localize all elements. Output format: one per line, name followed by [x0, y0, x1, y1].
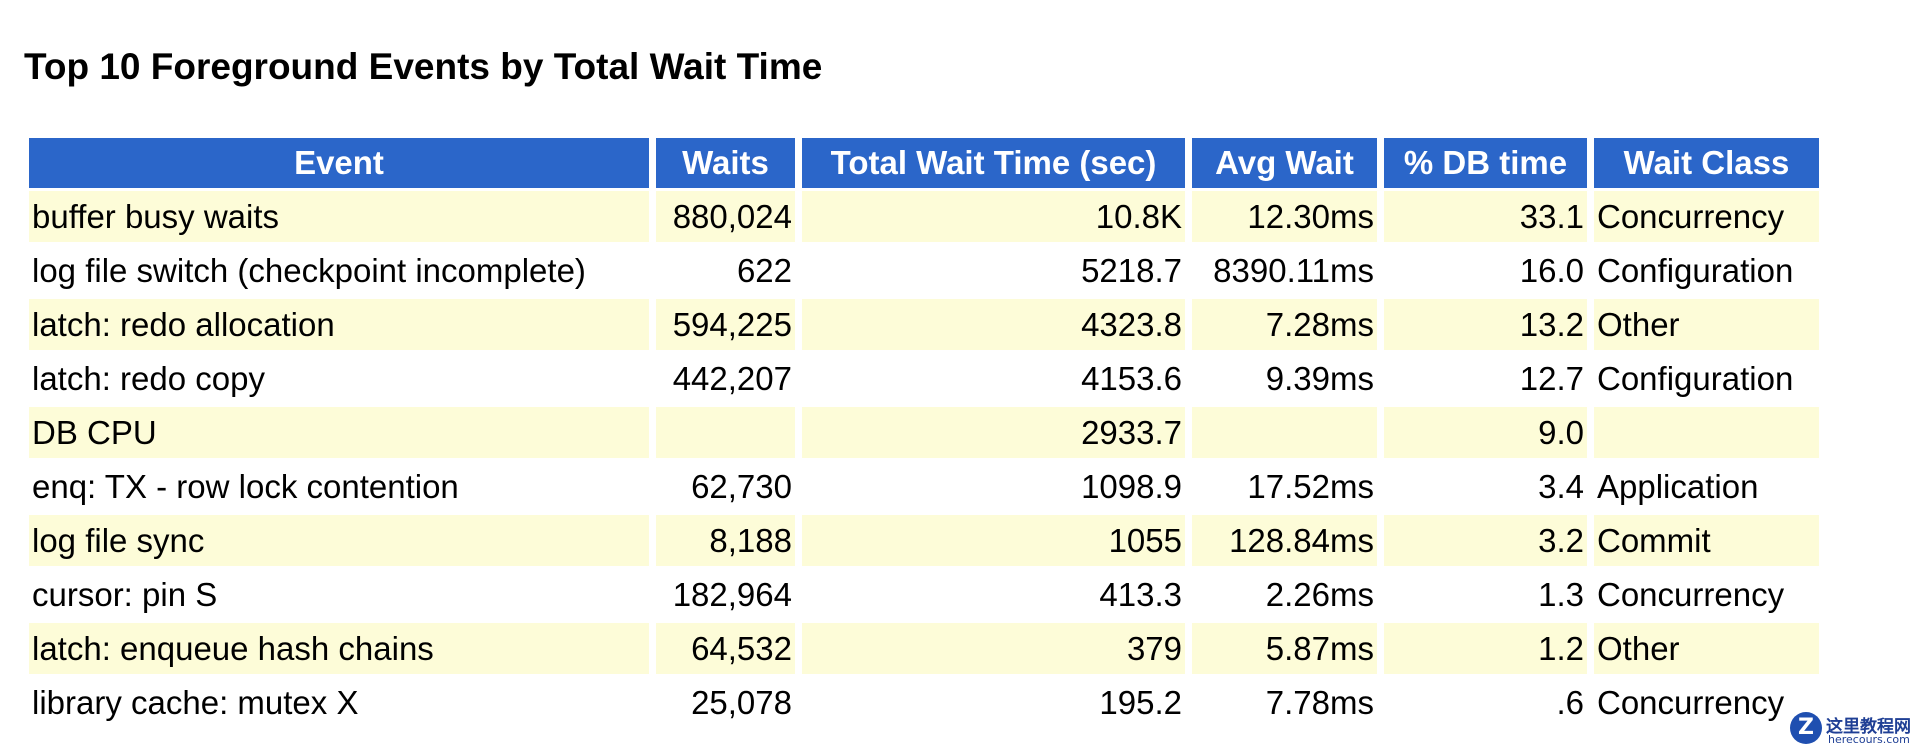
table-cell — [656, 407, 795, 458]
table-cell: latch: enqueue hash chains — [29, 623, 649, 674]
table-row: cursor: pin S 182,964 413.3 2.26ms 1.3 Concur… — [29, 569, 1819, 620]
watermark-site: herecours.com — [1828, 733, 1910, 746]
table-cell: latch: redo allocation — [29, 299, 649, 350]
table-cell: 13.2 — [1384, 299, 1587, 350]
table-cell: 1.3 — [1538, 575, 1584, 613]
table-cell: Configuration — [1597, 251, 1794, 289]
table-cell: Application — [1597, 467, 1759, 505]
table-cell: latch: redo copy — [32, 359, 265, 397]
table-cell: 442,207 — [672, 359, 792, 397]
table-cell: Concurrency — [1597, 575, 1785, 613]
table-cell: Other — [1594, 299, 1819, 350]
table-cell: 195.2 — [1099, 683, 1182, 721]
table-cell: .6 — [1556, 683, 1584, 721]
column-header: Waits — [656, 138, 795, 188]
table-cell: 2.26ms — [1265, 575, 1374, 613]
table-cell: 64,532 — [656, 623, 795, 674]
column-header: Wait Class — [1594, 138, 1819, 188]
table-cell — [1192, 407, 1377, 458]
column-header: Total Wait Time (sec) — [802, 138, 1185, 188]
table-cell: DB CPU — [29, 407, 649, 458]
watermark-logo: Z — [1790, 712, 1822, 744]
table-cell: buffer busy waits — [29, 191, 649, 242]
table-row: latch: redo copy 442,207 4153.6 9.39ms 12.7 C… — [29, 353, 1819, 404]
title: Top 10 Foreground Events by Total Wait T… — [24, 46, 823, 87]
table-cell: 1055 — [802, 515, 1185, 566]
table-cell: 16.0 — [1519, 251, 1584, 289]
column-header: % DB time — [1384, 138, 1587, 188]
table-head: Event Waits Total Wait Time (sec) Avg Wait%… — [29, 138, 1819, 188]
table-cell: 622 — [736, 251, 792, 289]
table-cell: 9.39ms — [1265, 359, 1374, 397]
table-cell: 33.1 — [1384, 191, 1587, 242]
table-cell: 5218.7 — [1081, 251, 1182, 289]
watermark: Z 这里教程网 herecours.com — [1790, 706, 1918, 750]
table-cell: 2933.7 — [802, 407, 1185, 458]
table-cell: 1098.9 — [1081, 467, 1182, 505]
table-cell: 128.84ms — [1192, 515, 1377, 566]
table-cell: 3.4 — [1538, 467, 1584, 505]
table-cell: 10.8K — [802, 191, 1185, 242]
table-row: enq: TX - row lock contention 62,730 1098.… — [29, 461, 1819, 512]
table-cell: 12.7 — [1519, 359, 1584, 397]
table-cell: 9.0 — [1384, 407, 1587, 458]
header-row: Event Waits Total Wait Time (sec) Avg Wait%… — [29, 138, 1819, 188]
table-row: buffer busy waits 880,024 10.8K 12.30ms 33.1… — [29, 191, 1819, 242]
table-cell: 7.78ms — [1265, 683, 1374, 721]
column-header: Avg Wait — [1192, 138, 1377, 188]
table-cell: 7.28ms — [1192, 299, 1377, 350]
table-cell: 3.2 — [1384, 515, 1587, 566]
table-cell: library cache: mutex X — [32, 683, 359, 721]
table-cell: 880,024 — [656, 191, 795, 242]
table-cell: 1.2 — [1384, 623, 1587, 674]
table-cell: 62,730 — [691, 467, 792, 505]
table-cell: enq: TX - row lock contention — [32, 467, 459, 505]
table-cell: 413.3 — [1099, 575, 1182, 613]
table-cell: log file sync — [29, 515, 649, 566]
table-body: buffer busy waits 880,024 10.8K 12.30ms 33.1… — [29, 191, 1819, 728]
table-row: log file sync 8,188 1055 128.84ms 3.2 Commit — [29, 515, 1819, 566]
table-cell: Concurrency — [1597, 683, 1785, 721]
table-row: log file switch (checkpoint incomplete) 6… — [29, 245, 1819, 296]
table-row: DB CPU 2933.7 9.0 — [29, 407, 1819, 458]
table-cell: 5.87ms — [1192, 623, 1377, 674]
table-cell: 8390.11ms — [1213, 251, 1374, 289]
events-table: Event Waits Total Wait Time (sec) Avg Wait%… — [22, 135, 1826, 731]
table-cell: 4153.6 — [1081, 359, 1182, 397]
table-cell: 4323.8 — [802, 299, 1185, 350]
table-cell: 12.30ms — [1192, 191, 1377, 242]
table-cell: 182,964 — [672, 575, 792, 613]
table-row: latch: enqueue hash chains 64,532 379 5.87m… — [29, 623, 1819, 674]
table-cell: Other — [1594, 623, 1819, 674]
table-row: library cache: mutex X 25,078 195.2 7.78ms.… — [29, 677, 1819, 728]
table-cell: Commit — [1594, 515, 1819, 566]
table-cell: 17.52ms — [1247, 467, 1374, 505]
table-cell: 594,225 — [656, 299, 795, 350]
table-cell: Configuration — [1597, 359, 1794, 397]
table-cell: 8,188 — [656, 515, 795, 566]
table-cell: 379 — [802, 623, 1185, 674]
table-cell: 25,078 — [691, 683, 792, 721]
table-cell: Concurrency — [1594, 191, 1819, 242]
table-cell: cursor: pin S — [32, 575, 218, 613]
table-cell: log file switch (checkpoint incomplete) — [32, 251, 586, 289]
watermark-name: 这里教程网 — [1826, 717, 1911, 737]
column-header: Event — [29, 138, 649, 188]
table-row: latch: redo allocation 594,225 4323.8 7.28m… — [29, 299, 1819, 350]
table-cell — [1594, 407, 1819, 458]
